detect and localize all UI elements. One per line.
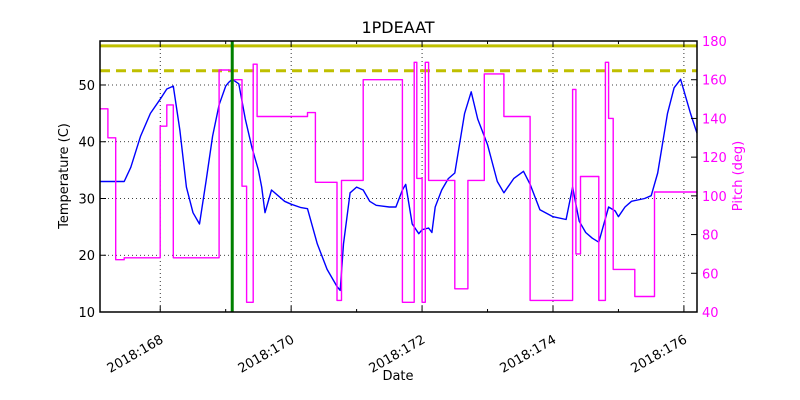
pitch-series-line bbox=[100, 61, 697, 303]
y2-tick-label: 160 bbox=[702, 74, 727, 89]
y-tick-label: 30 bbox=[78, 192, 95, 207]
plot-area-frame bbox=[99, 40, 698, 313]
gridlines bbox=[100, 41, 697, 312]
y2-tick-label: 100 bbox=[702, 190, 727, 205]
y2-tick-label: 140 bbox=[702, 112, 727, 127]
y-tick-label: 20 bbox=[78, 249, 95, 264]
x-axis-label: Date bbox=[382, 369, 413, 384]
x-tick-label: 2018:176 bbox=[628, 332, 689, 376]
x-tick-label: 2018:168 bbox=[105, 332, 166, 376]
y-tick-label: 50 bbox=[78, 79, 95, 94]
y2-tick-label: 120 bbox=[702, 151, 727, 166]
limit-lines bbox=[100, 44, 697, 73]
y2-tick-label: 80 bbox=[702, 229, 719, 244]
y-tick-label: 10 bbox=[78, 306, 95, 321]
y-tick-label: 40 bbox=[78, 136, 95, 151]
y2-tick-label: 180 bbox=[702, 35, 727, 50]
y-axis-label: Temperature (C) bbox=[57, 123, 72, 230]
y2-tick-label: 60 bbox=[702, 267, 719, 282]
temperature-series-line bbox=[100, 78, 698, 292]
chart-title: 1PDEAAT bbox=[361, 18, 434, 37]
y2-axis-label: Pitch (deg) bbox=[731, 141, 746, 211]
x-tick-label: 2018:174 bbox=[498, 332, 559, 376]
data-series bbox=[100, 61, 698, 303]
y2-tick-label: 40 bbox=[702, 306, 719, 321]
x-tick-label: 2018:170 bbox=[236, 332, 297, 376]
